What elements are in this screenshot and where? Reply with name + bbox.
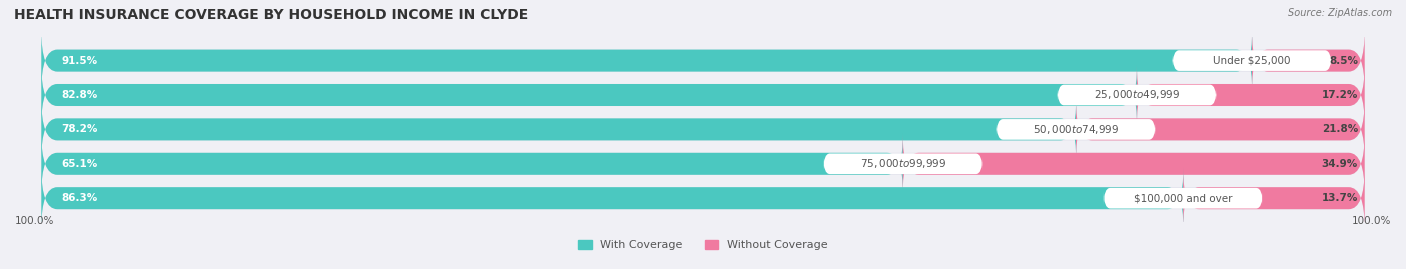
Text: 78.2%: 78.2% <box>62 124 97 134</box>
Text: 34.9%: 34.9% <box>1322 159 1358 169</box>
FancyBboxPatch shape <box>1104 188 1263 208</box>
FancyBboxPatch shape <box>1182 168 1365 228</box>
FancyBboxPatch shape <box>41 65 1365 125</box>
FancyBboxPatch shape <box>903 133 1365 194</box>
Text: 91.5%: 91.5% <box>62 56 97 66</box>
Text: 65.1%: 65.1% <box>62 159 97 169</box>
Text: $25,000 to $49,999: $25,000 to $49,999 <box>1094 89 1180 101</box>
FancyBboxPatch shape <box>41 65 1137 125</box>
FancyBboxPatch shape <box>1251 30 1365 91</box>
Text: 17.2%: 17.2% <box>1322 90 1358 100</box>
Legend: With Coverage, Without Coverage: With Coverage, Without Coverage <box>578 240 828 250</box>
FancyBboxPatch shape <box>41 30 1365 91</box>
FancyBboxPatch shape <box>41 168 1365 228</box>
FancyBboxPatch shape <box>41 133 903 194</box>
FancyBboxPatch shape <box>1057 85 1216 105</box>
Text: $100,000 and over: $100,000 and over <box>1135 193 1233 203</box>
Text: 100.0%: 100.0% <box>15 215 55 225</box>
FancyBboxPatch shape <box>41 99 1076 160</box>
Text: 13.7%: 13.7% <box>1322 193 1358 203</box>
Text: HEALTH INSURANCE COVERAGE BY HOUSEHOLD INCOME IN CLYDE: HEALTH INSURANCE COVERAGE BY HOUSEHOLD I… <box>14 8 529 22</box>
Text: 21.8%: 21.8% <box>1322 124 1358 134</box>
FancyBboxPatch shape <box>824 154 983 174</box>
Text: 8.5%: 8.5% <box>1329 56 1358 66</box>
Text: Under $25,000: Under $25,000 <box>1213 56 1291 66</box>
Text: 82.8%: 82.8% <box>62 90 97 100</box>
FancyBboxPatch shape <box>1173 50 1331 71</box>
FancyBboxPatch shape <box>41 133 1365 194</box>
FancyBboxPatch shape <box>41 30 1253 91</box>
FancyBboxPatch shape <box>1137 65 1365 125</box>
FancyBboxPatch shape <box>41 99 1365 160</box>
FancyBboxPatch shape <box>1076 99 1365 160</box>
Text: Source: ZipAtlas.com: Source: ZipAtlas.com <box>1288 8 1392 18</box>
Text: 100.0%: 100.0% <box>1351 215 1391 225</box>
FancyBboxPatch shape <box>997 119 1156 140</box>
Text: $75,000 to $99,999: $75,000 to $99,999 <box>859 157 946 170</box>
FancyBboxPatch shape <box>41 168 1184 228</box>
Text: $50,000 to $74,999: $50,000 to $74,999 <box>1033 123 1119 136</box>
Text: 86.3%: 86.3% <box>62 193 97 203</box>
